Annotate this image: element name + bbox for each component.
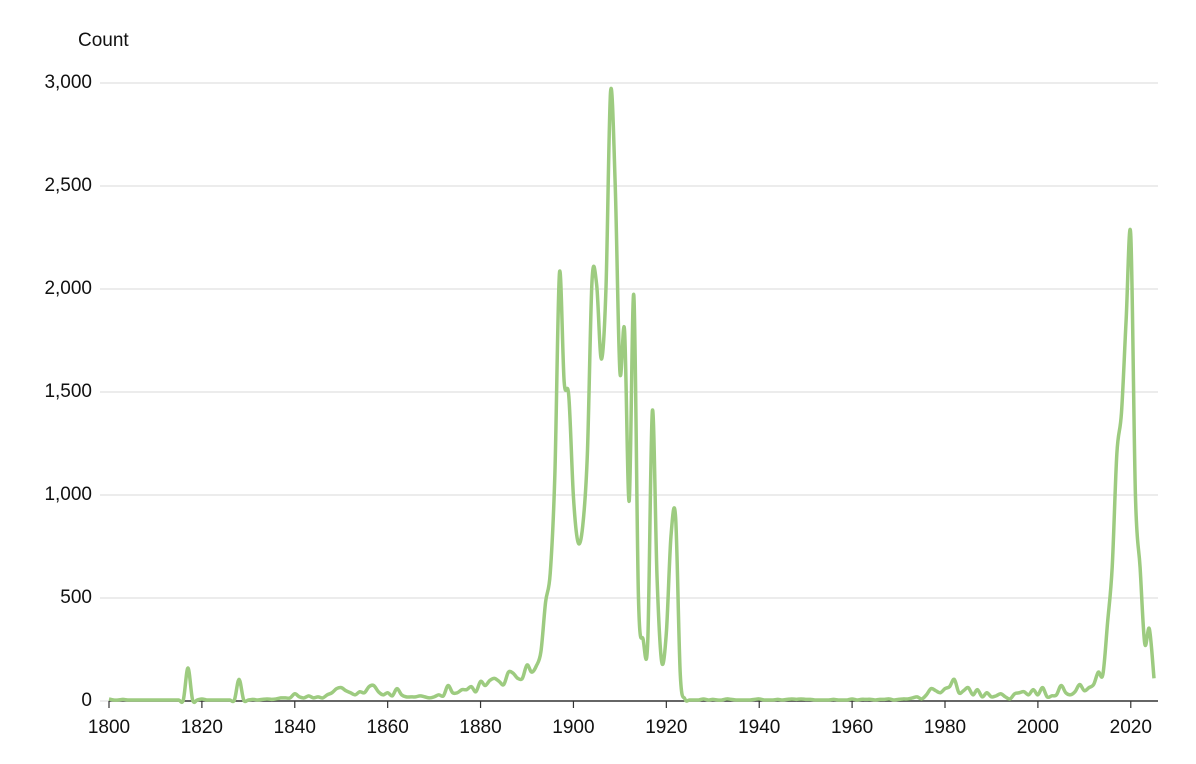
- y-tick-label: 0: [81, 690, 92, 711]
- x-tick-label: 1920: [645, 717, 687, 738]
- x-tick-label: 1800: [88, 717, 130, 738]
- y-tick-label: 1,000: [44, 484, 92, 505]
- y-tick-label: 2,000: [44, 278, 92, 299]
- x-tick-label: 1820: [181, 717, 223, 738]
- x-tick-label: 1880: [459, 717, 501, 738]
- y-tick-label: 2,500: [44, 175, 92, 196]
- x-tick-label: 1840: [274, 717, 316, 738]
- data-line: [108, 86, 1156, 705]
- y-tick-label: 500: [60, 587, 92, 608]
- x-tick-label: 2000: [1017, 717, 1059, 738]
- x-tick-label: 1900: [552, 717, 594, 738]
- y-axis-title: Count: [78, 30, 129, 51]
- y-tick-label: 1,500: [44, 381, 92, 402]
- x-tick-label: 1940: [738, 717, 780, 738]
- x-tick-label: 1980: [924, 717, 966, 738]
- y-tick-label: 3,000: [44, 72, 92, 93]
- x-tick-label: 2020: [1110, 717, 1152, 738]
- x-tick-label: 1960: [831, 717, 873, 738]
- x-tick-label: 1860: [367, 717, 409, 738]
